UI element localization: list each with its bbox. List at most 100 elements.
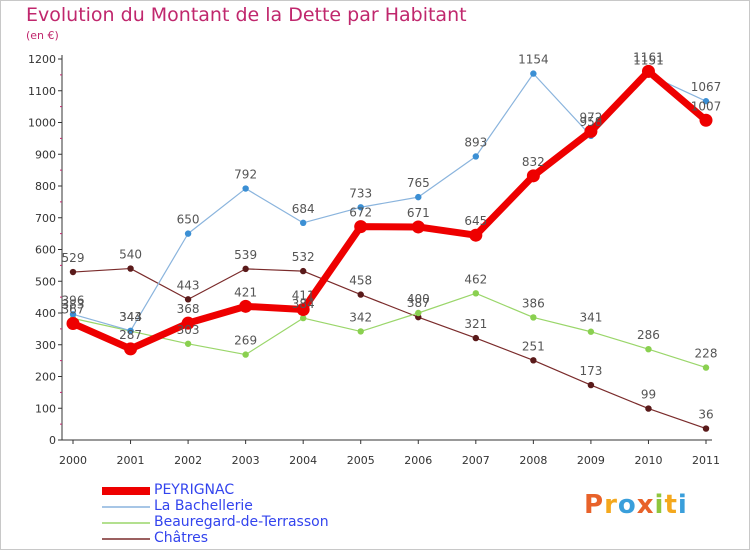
- data-label: 228: [695, 347, 718, 361]
- series-line: [72, 267, 707, 430]
- data-point: [584, 124, 598, 138]
- data-label: 672: [349, 206, 372, 220]
- y-tick-label: 100: [35, 402, 56, 415]
- data-point: [587, 328, 595, 335]
- series-line: [72, 292, 707, 369]
- logo-letter: i: [654, 490, 665, 520]
- data-label: 792: [234, 168, 257, 182]
- data-point: [530, 70, 537, 77]
- data-label: 684: [292, 202, 315, 216]
- data-point: [526, 169, 540, 183]
- data-point: [472, 334, 480, 342]
- data-label: 893: [464, 135, 487, 149]
- data-label: 368: [177, 302, 200, 316]
- data-label: 287: [119, 328, 142, 342]
- data-label: 958: [579, 115, 602, 129]
- data-point: [181, 316, 195, 330]
- data-label: 173: [579, 364, 602, 378]
- x-tick-label: 2007: [462, 454, 490, 467]
- y-tick-label: 700: [35, 212, 56, 225]
- y-tick-label: 500: [35, 275, 56, 288]
- logo-letter: i: [677, 490, 688, 520]
- y-tick-label: 400: [35, 307, 56, 320]
- y-tick-label: 1100: [28, 85, 56, 98]
- data-label: 342: [349, 310, 372, 324]
- y-tick-label: 800: [35, 180, 56, 193]
- legend-swatch: [102, 538, 150, 540]
- x-tick-label: 2005: [347, 454, 375, 467]
- data-point: [296, 303, 310, 317]
- data-labels-layer: 529 540 443 539 532 458 387 321 251 173 99 36 383 343…: [62, 50, 722, 421]
- data-point: [354, 220, 368, 234]
- data-point: [645, 405, 652, 412]
- chart-axes: 0 100 200 300 400 500 600 700 800 900 1000 1100 1200…: [28, 53, 720, 467]
- legend-label: Beauregard-de-Terrasson: [154, 514, 329, 530]
- data-label: 411: [292, 289, 315, 303]
- data-label: 529: [62, 251, 85, 265]
- x-tick-label: 2004: [289, 454, 317, 467]
- data-label: 269: [234, 334, 257, 348]
- data-label: 645: [464, 214, 487, 228]
- data-point: [699, 113, 713, 127]
- data-point: [415, 193, 422, 201]
- data-label: 99: [641, 388, 656, 402]
- data-point: [472, 290, 480, 297]
- data-point: [702, 98, 710, 105]
- x-tick-label: 2011: [692, 454, 720, 467]
- data-point: [299, 314, 307, 322]
- data-point: [702, 425, 710, 432]
- data-point: [242, 351, 249, 358]
- data-label: 286: [637, 328, 660, 342]
- y-tick-label: 1200: [28, 53, 56, 66]
- logo-letter: r: [604, 490, 618, 520]
- proxiti-logo: Proxiti: [584, 490, 688, 520]
- logo-letter: x: [636, 490, 655, 520]
- chart-title: Evolution du Montant de la Dette par Hab…: [26, 4, 467, 26]
- data-label: 341: [579, 311, 602, 325]
- data-label: 539: [234, 248, 257, 262]
- data-label: 458: [349, 274, 372, 288]
- series-ch-tres: [69, 265, 710, 432]
- unit-label: (en €): [26, 29, 59, 42]
- data-label: 1161: [633, 50, 664, 64]
- data-point: [415, 309, 422, 317]
- x-tick-label: 2006: [404, 454, 432, 467]
- data-point: [530, 314, 537, 321]
- data-label: 1151: [633, 54, 664, 68]
- data-point: [357, 204, 364, 211]
- series-line: [69, 67, 710, 353]
- data-point: [242, 185, 249, 192]
- data-point: [587, 381, 595, 389]
- data-point: [357, 291, 364, 298]
- logo-letter: t: [664, 490, 678, 520]
- data-label: 344: [119, 310, 142, 324]
- data-point: [530, 357, 537, 364]
- data-label: 1067: [691, 80, 722, 94]
- data-label: 733: [349, 186, 372, 200]
- data-label: 1154: [518, 53, 549, 67]
- data-point: [184, 340, 192, 347]
- data-point: [299, 267, 307, 275]
- data-label: 396: [62, 293, 85, 307]
- legend-swatch: [102, 487, 150, 495]
- data-label: 384: [292, 297, 315, 311]
- legend-swatch: [102, 506, 150, 508]
- logo-letter: o: [617, 490, 637, 520]
- data-point: [66, 316, 80, 330]
- legend-label: La Bachellerie: [154, 498, 253, 514]
- data-label: 400: [407, 292, 430, 306]
- data-label: 832: [522, 155, 545, 169]
- data-label: 972: [579, 110, 602, 124]
- data-point: [702, 364, 710, 371]
- data-label: 321: [464, 317, 487, 331]
- data-label: 443: [177, 278, 200, 292]
- data-point: [469, 228, 483, 242]
- data-point: [242, 265, 249, 273]
- data-label: 36: [698, 408, 713, 422]
- y-tick-label: 900: [35, 148, 56, 161]
- data-point: [645, 345, 652, 353]
- data-point: [239, 299, 253, 313]
- y-tick-label: 200: [35, 371, 56, 384]
- y-tick-label: 1000: [28, 117, 56, 130]
